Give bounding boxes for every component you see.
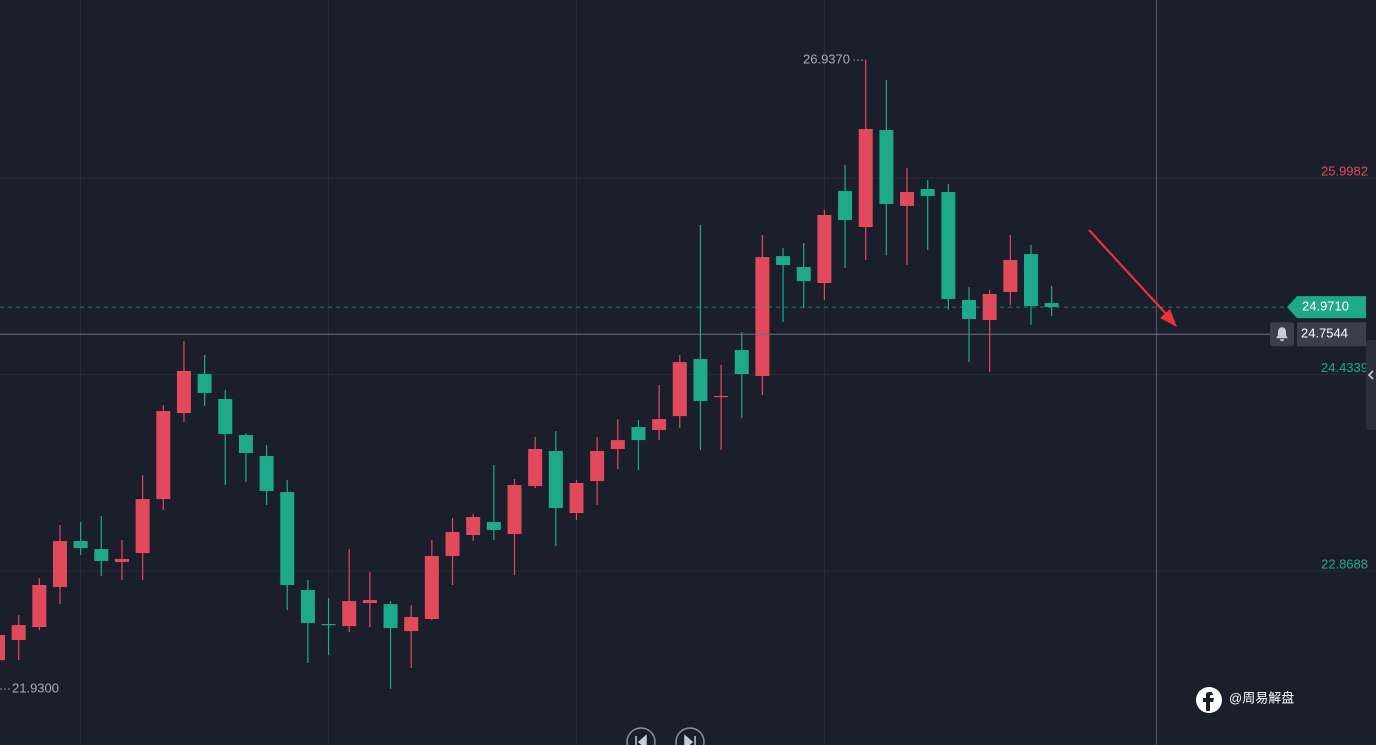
candle-body: [300, 590, 315, 624]
alert-bell-icon[interactable]: [1276, 327, 1288, 342]
candle-body: [73, 541, 88, 549]
candle-body: [218, 398, 233, 435]
high-label: 26.9370: [803, 52, 850, 67]
nav-prev-icon: [635, 734, 647, 745]
candle-body: [114, 559, 129, 563]
nav-buttons[interactable]: [626, 727, 705, 745]
candle-body: [672, 362, 687, 417]
candle-body: [879, 129, 894, 204]
candle-body: [507, 485, 522, 535]
y-tick-label: 25.9982: [1321, 163, 1368, 178]
candle-body: [610, 440, 625, 449]
candle-body: [176, 370, 191, 414]
arrow-annotation: [1088, 229, 1177, 327]
candle-body: [11, 625, 26, 641]
candle-body: [590, 450, 605, 482]
horizontal-grid: [0, 177, 1376, 572]
alert-bell[interactable]: [1270, 322, 1294, 347]
candle-body: [342, 601, 357, 627]
candle-body: [362, 600, 377, 604]
candle-body: [838, 191, 853, 221]
candle-body: [197, 374, 212, 393]
candle-body: [156, 411, 171, 500]
alert-price-label: 24.7544: [1301, 326, 1348, 341]
candle-body: [693, 359, 708, 402]
candle-body: [280, 492, 295, 585]
panel-handle-bg[interactable]: [1366, 340, 1376, 430]
candle-body: [548, 450, 563, 509]
panel-handle-icon[interactable]: [1367, 370, 1374, 380]
candle-body: [900, 192, 915, 206]
candle-body: [941, 192, 956, 300]
last-price-tag: [1287, 296, 1366, 319]
candle-body: [445, 531, 460, 556]
watermark-text: @周易解盘: [1229, 690, 1294, 705]
candles: [0, 60, 1059, 689]
alert-price-tag: [1297, 322, 1366, 347]
candle-body: [1003, 259, 1018, 292]
candle-body: [528, 448, 543, 487]
nav-next-icon: [684, 734, 696, 745]
candle-body: [755, 257, 770, 377]
candle-body: [466, 517, 481, 536]
low-label: 21.9300: [12, 680, 59, 695]
candle-body: [569, 483, 584, 514]
candle-body: [383, 604, 398, 629]
watermark: @周易解盘: [1196, 687, 1294, 713]
candle-body: [259, 456, 274, 492]
candle-body: [776, 256, 791, 265]
candle-body: [404, 617, 419, 632]
candle-body: [135, 499, 150, 554]
candle-body: [32, 584, 47, 628]
candle-body: [238, 435, 253, 454]
candle-body: [631, 427, 646, 441]
arrow-shaft: [1088, 229, 1169, 317]
candle-body: [1044, 303, 1059, 308]
y-tick-label: 22.8688: [1321, 557, 1368, 572]
candle-body: [817, 215, 832, 284]
candle-body: [1024, 254, 1038, 307]
candle-body: [94, 549, 109, 562]
candle-body: [714, 395, 729, 398]
watermark-logo-glyph: [1203, 692, 1214, 711]
overlay: 25.9982 24.4339 22.8688 26.9370 21.9300 24.97…: [0, 52, 1368, 695]
candle-body: [486, 522, 501, 530]
candle-body: [652, 419, 667, 431]
nav-next-button[interactable]: [675, 727, 705, 745]
arrow-head: [1160, 309, 1177, 327]
candle-body: [52, 541, 67, 588]
candle-body: [796, 267, 811, 282]
candle-body: [0, 634, 5, 661]
candle-body: [858, 128, 873, 228]
candle-body: [321, 624, 336, 626]
last-price-label: 24.9710: [1302, 299, 1349, 314]
y-tick-label: 24.4339: [1321, 360, 1368, 375]
panel-handle[interactable]: [1366, 340, 1376, 430]
candle-body: [920, 189, 935, 197]
candle-body: [424, 555, 439, 620]
candle-body: [962, 300, 977, 319]
nav-prev-button[interactable]: [626, 727, 656, 745]
candle-body: [982, 294, 997, 321]
candle-body: [734, 350, 749, 375]
